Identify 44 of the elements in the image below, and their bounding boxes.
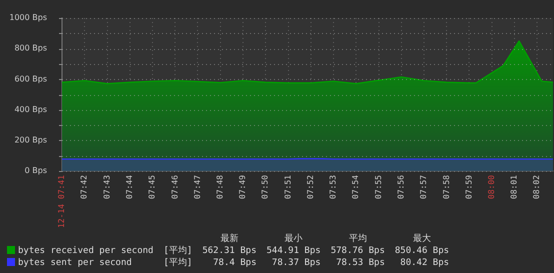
text: 850.46 Bps [394, 245, 450, 257]
y-tick-label: 400 Bps [14, 104, 47, 114]
x-tick-label: 07:52 [306, 174, 316, 200]
x-tick-label: 07:57 [419, 174, 428, 200]
text: [平均] [162, 245, 194, 257]
text: 最大 [412, 233, 432, 245]
x-tick-label: 07:48 [215, 174, 224, 200]
x-tick-label: 07:43 [102, 174, 112, 200]
x-tick-label: 07:49 [238, 174, 248, 200]
text: 最小 [284, 233, 304, 245]
x-tick-label: 07:46 [170, 174, 180, 200]
text: 578.76 Bps [330, 245, 386, 257]
x-tick-label: 12-14 07:41 [57, 174, 66, 228]
text: [平均] [162, 257, 194, 269]
x-tick-label: 07:58 [442, 174, 451, 200]
x-tick-label: 07:54 [351, 174, 360, 200]
text: 78.37 Bps [270, 257, 322, 269]
y-tick-label: 600 Bps [14, 74, 47, 84]
x-tick-label: 07:45 [148, 174, 157, 200]
y-tick-label: 0 Bps [24, 166, 47, 176]
text: 78.4 Bps [212, 257, 258, 269]
x-tick-label: 07:56 [396, 174, 406, 200]
legend-label: bytes received per second [17, 245, 154, 257]
text: 544.91 Bps [266, 245, 322, 257]
x-tick-label: 08:00 [486, 174, 496, 200]
text: 562.31 Bps [201, 245, 258, 257]
x-tick-label: 07:51 [283, 174, 292, 200]
x-tick-label: 07:59 [464, 174, 474, 200]
text: 80.42 Bps [399, 257, 450, 269]
x-tick-label: 07:44 [124, 174, 134, 200]
text: 78.53 Bps [335, 257, 386, 269]
y-tick-label: 200 Bps [14, 135, 47, 144]
text: 最新 [219, 233, 240, 245]
x-tick-label: 08:02 [532, 174, 542, 200]
text: 平均 [348, 233, 368, 245]
y-tick-label: 800 Bps [14, 44, 47, 53]
x-tick-label: 07:55 [374, 174, 383, 200]
x-tick-label: 07:53 [328, 174, 338, 200]
legend-label: bytes sent per second [17, 257, 133, 269]
x-tick-label: 07:47 [192, 174, 202, 200]
x-tick-label: 07:50 [260, 174, 270, 200]
y-tick-label: 1000 Bps [9, 13, 47, 22]
x-tick-label: 08:01 [510, 174, 519, 200]
x-tick-label: 07:42 [80, 174, 89, 200]
